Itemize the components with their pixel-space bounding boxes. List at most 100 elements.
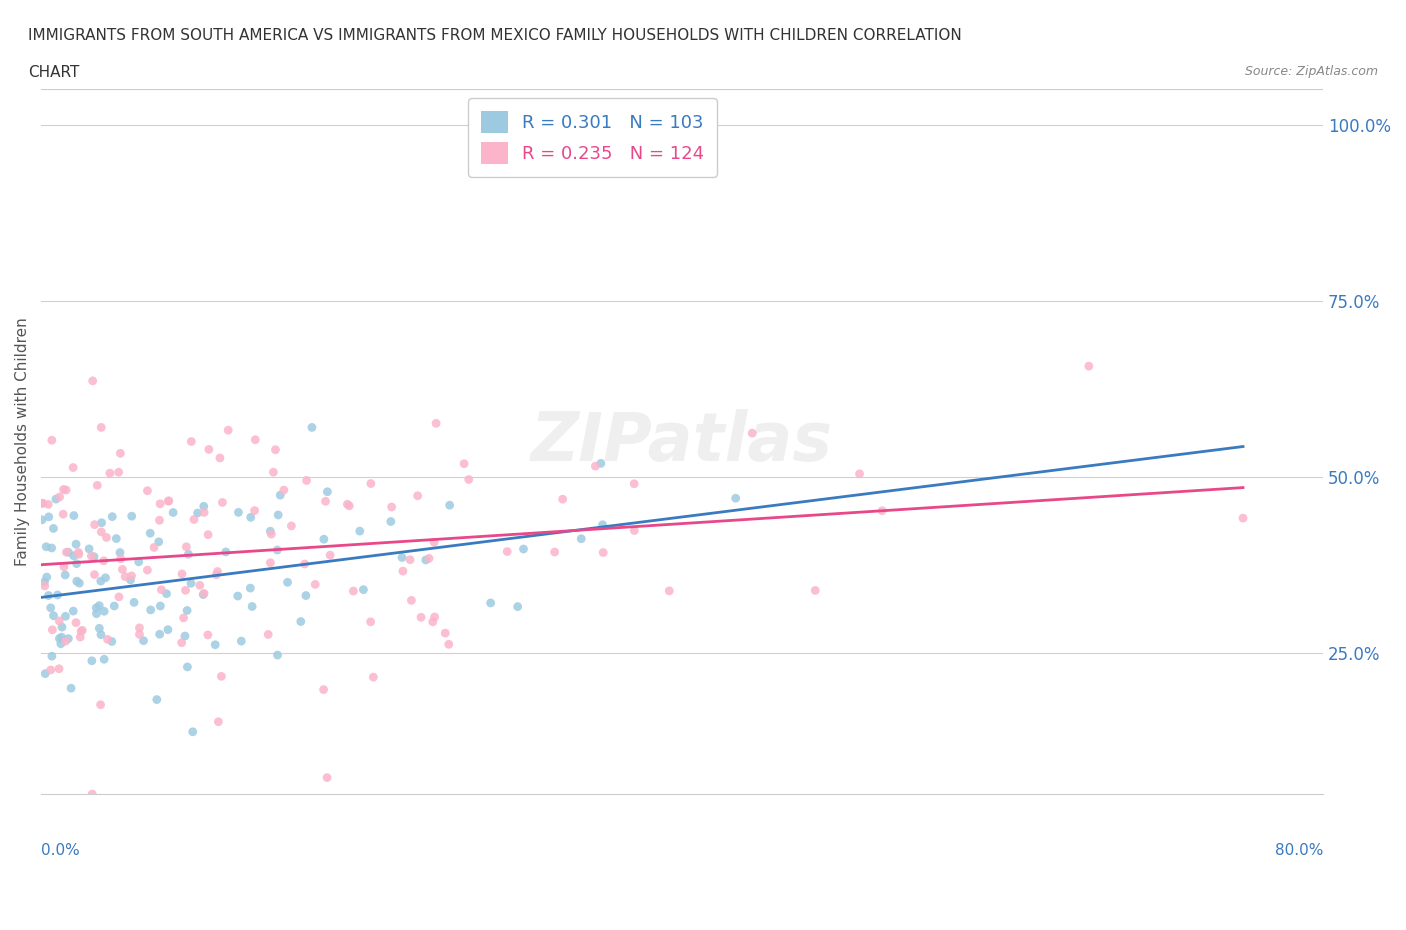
Text: 80.0%: 80.0%: [1275, 844, 1323, 858]
Point: [108, 590, 131, 604]
Point: [107, 465, 129, 480]
Point: [848, 466, 870, 481]
Point: [66, 574, 89, 589]
Point: [174, 583, 197, 598]
Point: [31, 496, 53, 511]
Point: [336, 497, 359, 512]
Point: [53, 567, 76, 582]
Point: [157, 493, 180, 508]
Point: [423, 535, 446, 550]
Point: [406, 488, 429, 503]
Point: [80, 549, 103, 564]
Point: [266, 647, 288, 662]
Point: [506, 599, 529, 614]
Point: [48, 661, 70, 676]
Point: [208, 450, 231, 465]
Point: [180, 576, 202, 591]
Point: [120, 573, 142, 588]
Point: [262, 465, 284, 480]
Point: [72, 623, 94, 638]
Point: [62, 460, 84, 475]
Point: [257, 627, 280, 642]
Point: [551, 492, 574, 507]
Point: [181, 724, 204, 739]
Point: [39, 601, 62, 616]
Point: [360, 476, 382, 491]
Point: [197, 527, 219, 542]
Point: [143, 540, 166, 555]
Point: [170, 566, 193, 581]
Point: [239, 510, 262, 525]
Point: [215, 545, 238, 560]
Point: [31, 496, 53, 511]
Point: [94, 570, 117, 585]
Point: [363, 670, 385, 684]
Point: [58, 545, 80, 560]
Point: [128, 554, 150, 569]
Point: [108, 545, 131, 560]
Point: [479, 595, 502, 610]
Point: [96, 631, 118, 646]
Point: [82, 374, 104, 389]
Point: [86, 606, 108, 621]
Point: [110, 445, 132, 460]
Point: [342, 584, 364, 599]
Point: [425, 416, 447, 431]
Point: [174, 629, 197, 644]
Point: [41, 540, 63, 555]
Point: [121, 568, 143, 583]
Point: [544, 545, 567, 560]
Point: [496, 544, 519, 559]
Point: [41, 649, 63, 664]
Point: [63, 508, 86, 523]
Point: [188, 578, 211, 592]
Point: [592, 517, 614, 532]
Point: [392, 564, 415, 578]
Point: [349, 524, 371, 538]
Point: [304, 577, 326, 591]
Point: [128, 620, 150, 635]
Point: [101, 634, 124, 649]
Point: [592, 545, 614, 560]
Point: [89, 598, 111, 613]
Point: [245, 432, 267, 447]
Point: [187, 506, 209, 521]
Point: [90, 698, 112, 712]
Point: [1232, 511, 1254, 525]
Point: [623, 523, 645, 538]
Point: [589, 456, 612, 471]
Point: [352, 582, 374, 597]
Point: [51, 630, 73, 644]
Point: [93, 553, 115, 568]
Point: [90, 515, 112, 530]
Point: [35, 570, 58, 585]
Point: [48, 631, 70, 646]
Point: [52, 559, 75, 574]
Point: [156, 622, 179, 637]
Point: [38, 588, 60, 603]
Point: [204, 637, 226, 652]
Text: 0.0%: 0.0%: [41, 844, 80, 858]
Point: [34, 575, 56, 590]
Point: [422, 615, 444, 630]
Point: [211, 495, 233, 510]
Point: [90, 574, 112, 589]
Point: [148, 535, 170, 550]
Point: [90, 627, 112, 642]
Point: [294, 556, 316, 571]
Point: [67, 545, 90, 560]
Point: [103, 599, 125, 614]
Point: [89, 621, 111, 636]
Point: [55, 483, 77, 498]
Point: [259, 524, 281, 538]
Point: [207, 565, 229, 579]
Point: [409, 610, 432, 625]
Point: [312, 683, 335, 698]
Point: [401, 593, 423, 608]
Point: [93, 652, 115, 667]
Point: [264, 443, 287, 458]
Point: [183, 512, 205, 527]
Point: [239, 580, 262, 595]
Point: [381, 499, 404, 514]
Point: [90, 420, 112, 435]
